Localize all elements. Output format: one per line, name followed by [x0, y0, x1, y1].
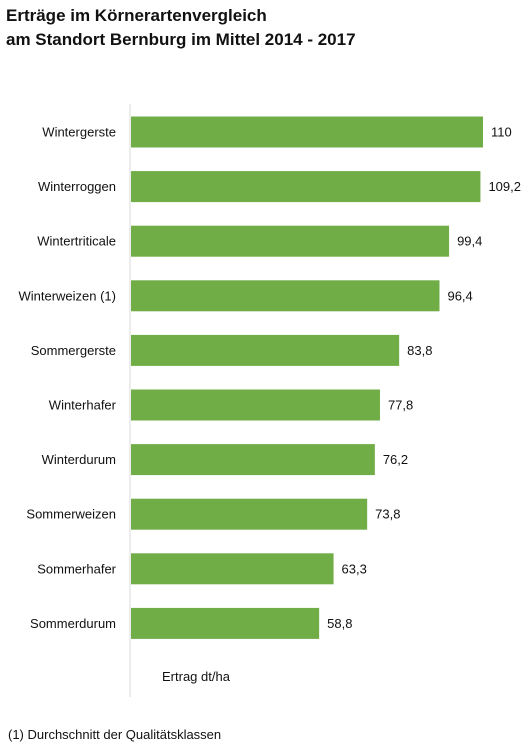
bars-group: Wintergerste 110 Winterroggen 109,2 Wintertr… — [18, 116, 521, 639]
data-label: 77,8 — [388, 398, 413, 413]
bar — [131, 116, 483, 148]
category-label: Winterdurum — [42, 452, 116, 467]
category-label: Sommerweizen — [26, 507, 116, 522]
data-label: 99,4 — [457, 234, 482, 249]
data-label: 73,8 — [375, 507, 400, 522]
data-label: 63,3 — [342, 561, 367, 576]
data-label: 83,8 — [407, 343, 432, 358]
bar — [131, 280, 440, 312]
data-label: 110 — [491, 125, 512, 140]
category-label: Wintergerste — [42, 125, 116, 140]
bar — [131, 607, 320, 639]
data-label: 96,4 — [447, 288, 472, 303]
data-label: 109,2 — [488, 179, 521, 194]
data-label: 76,2 — [383, 452, 408, 467]
category-label: Winterhafer — [49, 398, 117, 413]
chart-title-line-2: am Standort Bernburg im Mittel 2014 - 20… — [6, 30, 356, 49]
bar — [131, 171, 481, 203]
x-axis-label: Ertrag dt/ha — [162, 669, 231, 684]
category-label: Winterweizen (1) — [18, 288, 116, 303]
bar — [131, 553, 334, 585]
category-label: Winterroggen — [38, 179, 116, 194]
category-label: Sommergerste — [31, 343, 116, 358]
bar — [131, 498, 368, 530]
chart-title: Erträge im Körnerartenvergleich am Stand… — [6, 4, 516, 52]
footnote: (1) Durchschnitt der Qualitätsklassen — [8, 727, 222, 742]
category-label: Sommerdurum — [30, 616, 116, 631]
chart-title-line-1: Erträge im Körnerartenvergleich — [6, 6, 267, 25]
bar — [131, 225, 450, 257]
bar — [131, 444, 375, 476]
data-label: 58,8 — [327, 616, 352, 631]
category-label: Wintertriticale — [37, 234, 116, 249]
bar — [131, 389, 380, 421]
category-label: Sommerhafer — [37, 561, 116, 576]
bar — [131, 334, 400, 366]
